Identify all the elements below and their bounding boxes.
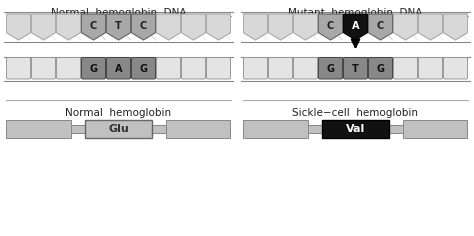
- PathPatch shape: [419, 14, 443, 40]
- PathPatch shape: [7, 14, 30, 40]
- Text: C: C: [90, 21, 97, 31]
- Text: C: C: [327, 21, 334, 31]
- FancyBboxPatch shape: [444, 58, 467, 79]
- Bar: [403, 120, 467, 138]
- Bar: [166, 120, 230, 138]
- PathPatch shape: [156, 14, 181, 40]
- Bar: [308, 125, 322, 133]
- Bar: [243, 120, 308, 138]
- FancyBboxPatch shape: [393, 58, 418, 79]
- Text: Val: Val: [346, 124, 365, 134]
- Text: mRNA: mRNA: [246, 61, 276, 71]
- FancyBboxPatch shape: [131, 58, 155, 79]
- FancyBboxPatch shape: [107, 58, 130, 79]
- Bar: [85, 120, 152, 138]
- PathPatch shape: [319, 14, 343, 40]
- Text: Normal  hemoglobin: Normal hemoglobin: [65, 108, 172, 118]
- PathPatch shape: [56, 14, 81, 40]
- FancyBboxPatch shape: [156, 58, 181, 79]
- FancyBboxPatch shape: [344, 58, 367, 79]
- PathPatch shape: [368, 14, 392, 40]
- PathPatch shape: [293, 14, 318, 40]
- FancyBboxPatch shape: [7, 58, 30, 79]
- Text: C: C: [377, 21, 384, 31]
- Text: A: A: [115, 64, 122, 74]
- PathPatch shape: [82, 14, 106, 40]
- PathPatch shape: [131, 14, 155, 40]
- Bar: [6, 120, 71, 138]
- FancyBboxPatch shape: [207, 58, 230, 79]
- FancyBboxPatch shape: [419, 58, 443, 79]
- FancyBboxPatch shape: [244, 58, 267, 79]
- Text: Glu: Glu: [108, 124, 129, 134]
- PathPatch shape: [182, 14, 206, 40]
- FancyBboxPatch shape: [56, 58, 81, 79]
- FancyBboxPatch shape: [368, 58, 392, 79]
- Text: G: G: [90, 64, 98, 74]
- Text: Mutant  hemoglobin  DNA: Mutant hemoglobin DNA: [288, 8, 423, 18]
- Bar: [322, 120, 389, 138]
- PathPatch shape: [31, 14, 55, 40]
- Text: T: T: [115, 21, 122, 31]
- FancyBboxPatch shape: [268, 58, 292, 79]
- FancyBboxPatch shape: [31, 58, 55, 79]
- FancyBboxPatch shape: [293, 58, 318, 79]
- PathPatch shape: [207, 14, 230, 40]
- Text: G: G: [327, 64, 335, 74]
- FancyBboxPatch shape: [319, 58, 343, 79]
- FancyBboxPatch shape: [182, 58, 206, 79]
- Text: G: G: [376, 64, 384, 74]
- Text: G: G: [139, 64, 147, 74]
- FancyBboxPatch shape: [82, 58, 106, 79]
- Bar: [152, 125, 166, 133]
- PathPatch shape: [393, 14, 418, 40]
- PathPatch shape: [107, 14, 130, 40]
- Bar: [71, 125, 85, 133]
- Text: C: C: [140, 21, 147, 31]
- PathPatch shape: [444, 14, 467, 40]
- Bar: [389, 125, 403, 133]
- PathPatch shape: [268, 14, 292, 40]
- Text: T: T: [352, 64, 359, 74]
- Text: mRNA: mRNA: [9, 61, 39, 71]
- Text: Sickle−cell  hemoglobin: Sickle−cell hemoglobin: [292, 108, 419, 118]
- PathPatch shape: [344, 14, 367, 40]
- Text: A: A: [352, 21, 359, 31]
- PathPatch shape: [244, 14, 267, 40]
- Text: Normal  hemoglobin  DNA: Normal hemoglobin DNA: [51, 8, 186, 18]
